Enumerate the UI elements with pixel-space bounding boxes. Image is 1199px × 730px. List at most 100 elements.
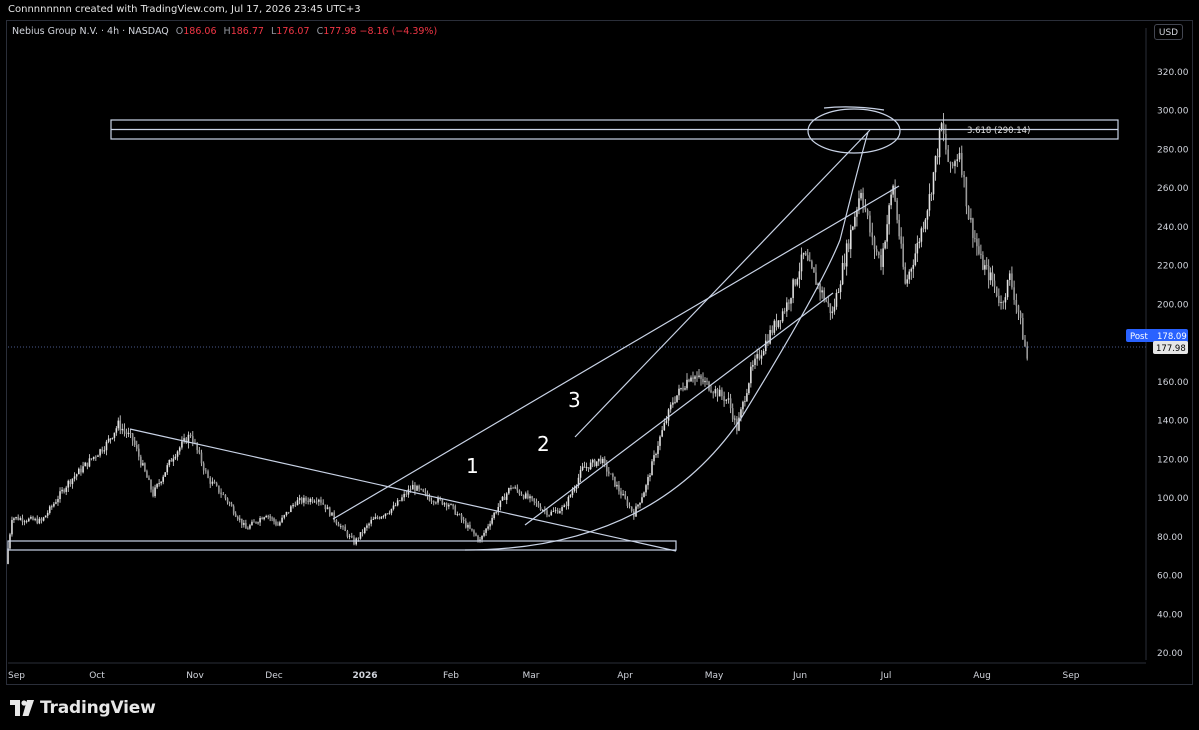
- candle-body: [924, 219, 927, 229]
- candle-body: [599, 458, 602, 464]
- parabolic-curve[interactable]: [464, 131, 869, 551]
- candle-body: [80, 468, 82, 473]
- candle-body: [849, 229, 852, 250]
- candle-body: [111, 437, 114, 439]
- candle-body: [896, 200, 898, 220]
- symbol-name[interactable]: Nebius Group N.V. · 4h · NASDAQ: [12, 26, 169, 37]
- tradingview-brand[interactable]: TradingView: [10, 698, 156, 718]
- candle-body: [103, 450, 106, 452]
- candle-body: [529, 496, 531, 499]
- candle-body: [756, 354, 758, 359]
- candle-body: [348, 535, 351, 537]
- candle-body: [196, 442, 198, 451]
- candle-body: [183, 438, 185, 442]
- candle-body: [804, 252, 807, 256]
- candle-body: [510, 487, 512, 489]
- y-tick-label: 20.00: [1157, 649, 1183, 659]
- candle-body: [215, 483, 218, 486]
- ascending-trendline[interactable]: [332, 185, 900, 520]
- upper-channel-line[interactable]: [574, 129, 871, 438]
- chart-frame: [6, 20, 1193, 685]
- candle-body: [148, 477, 150, 480]
- candle-body: [559, 510, 561, 514]
- candle-body: [871, 232, 874, 238]
- candle-body: [626, 498, 629, 506]
- candle-body: [503, 496, 506, 500]
- candle-body: [493, 512, 495, 519]
- candle-body: [44, 515, 47, 518]
- candle-body: [731, 408, 734, 420]
- candle-body: [512, 487, 514, 489]
- candle-body: [187, 434, 190, 444]
- candle-body: [164, 472, 167, 477]
- candle-body: [15, 517, 17, 519]
- candle-body: [912, 264, 915, 269]
- candle-body: [692, 377, 694, 379]
- candle-body: [985, 265, 988, 266]
- close-label: C: [316, 26, 324, 37]
- candle-body: [779, 320, 782, 322]
- open-label: O: [175, 26, 184, 37]
- candle-body: [647, 477, 649, 486]
- candle-body: [752, 364, 754, 367]
- candle-body: [1002, 302, 1005, 303]
- candle-body: [53, 503, 55, 507]
- support-zone-rect[interactable]: [7, 540, 677, 551]
- currency-button[interactable]: USD: [1154, 24, 1183, 40]
- x-axis[interactable]: Sep Oct Nov Dec 2026 Feb Mar Apr May Jun Jul Aug Sep: [8, 671, 1080, 681]
- candle-body: [283, 515, 286, 518]
- candle-body: [156, 484, 158, 488]
- candle-body: [880, 255, 882, 267]
- candle-body: [612, 473, 614, 477]
- candle-body: [135, 444, 138, 449]
- top-circle[interactable]: [807, 108, 901, 154]
- candle-body: [205, 470, 207, 472]
- inner-channel-line[interactable]: [524, 292, 834, 526]
- candle-body: [698, 375, 700, 377]
- candle-body: [305, 497, 307, 501]
- candle-body: [487, 526, 489, 529]
- candle-body: [581, 466, 584, 470]
- candle-body: [27, 518, 30, 522]
- candle-body: [886, 224, 888, 242]
- candle-body: [430, 500, 433, 502]
- candle-body: [55, 502, 57, 504]
- candle-body: [437, 497, 439, 503]
- candle-body: [593, 459, 596, 467]
- candle-body: [998, 295, 1000, 303]
- candle-body: [324, 504, 327, 510]
- candle-body: [616, 484, 618, 487]
- candle-body: [396, 500, 399, 506]
- candle-body: [42, 517, 45, 521]
- y-axis[interactable]: 20.00 40.00 60.00 80.00 100.00 120.00 140.00 16…: [1157, 68, 1189, 659]
- candle-body: [273, 518, 275, 522]
- high-value: 186.77: [230, 26, 264, 37]
- fibonacci-label: 3.618 (290.14): [967, 126, 1030, 136]
- candle-body: [454, 506, 457, 515]
- candle-body: [972, 218, 974, 239]
- descending-trendline[interactable]: [129, 428, 677, 552]
- candle-body: [750, 366, 752, 384]
- candle-body: [249, 525, 251, 529]
- candle-body: [344, 526, 346, 532]
- candle-body: [508, 488, 510, 494]
- candle-body: [465, 520, 467, 528]
- candle-body: [641, 497, 643, 503]
- candle-body: [706, 380, 708, 382]
- last-price-badge: 177.98: [1153, 341, 1188, 354]
- candle-body: [579, 469, 582, 478]
- candle-body: [813, 267, 815, 273]
- x-tick-label: Feb: [443, 671, 459, 681]
- candle-body: [1000, 302, 1002, 303]
- candle-body: [226, 498, 229, 503]
- candle-body: [949, 161, 952, 164]
- candle-body: [575, 485, 578, 489]
- candle-body: [531, 496, 533, 499]
- candle-body: [843, 262, 846, 267]
- candle-body: [940, 123, 943, 130]
- candle-body: [974, 238, 976, 239]
- candle-body: [618, 484, 620, 492]
- candle-body: [109, 438, 112, 440]
- candle-body: [97, 455, 99, 457]
